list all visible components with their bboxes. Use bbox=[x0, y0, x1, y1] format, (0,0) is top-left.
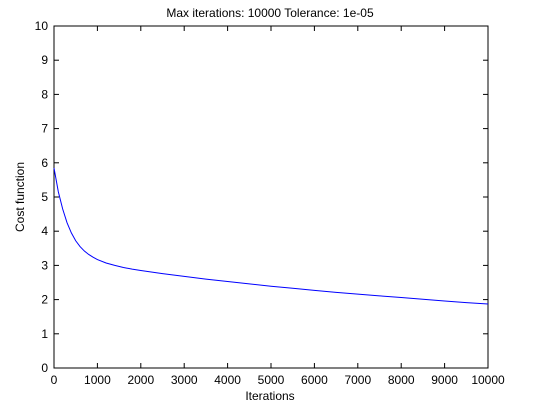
x-tick-label: 3000 bbox=[171, 373, 198, 387]
y-tick-label: 0 bbox=[41, 361, 48, 375]
y-axis-ticks: 0 1 2 3 4 5 6 7 8 9 10 bbox=[35, 19, 488, 375]
y-tick-label: 8 bbox=[41, 87, 48, 101]
y-tick-label: 3 bbox=[41, 258, 48, 272]
x-tick-label: 2000 bbox=[127, 373, 154, 387]
series-group bbox=[53, 167, 489, 305]
y-tick-label: 5 bbox=[41, 190, 48, 204]
cost-series-line bbox=[53, 167, 489, 305]
x-tick-label: 1000 bbox=[84, 373, 111, 387]
x-tick-label: 0 bbox=[51, 373, 58, 387]
x-axis-ticks: 0 1000 2000 3000 4000 5000 6000 7000 8000 9000 100… bbox=[51, 26, 505, 387]
y-tick-label: 6 bbox=[41, 156, 48, 170]
y-tick-label: 2 bbox=[41, 293, 48, 307]
x-tick-label: 7000 bbox=[344, 373, 371, 387]
x-tick-label: 9000 bbox=[431, 373, 458, 387]
x-tick-label: 4000 bbox=[214, 373, 241, 387]
x-tick-label: 10000 bbox=[471, 373, 505, 387]
y-tick-label: 1 bbox=[41, 327, 48, 341]
x-tick-label: 6000 bbox=[301, 373, 328, 387]
x-tick-label: 5000 bbox=[258, 373, 285, 387]
x-tick-label: 8000 bbox=[388, 373, 415, 387]
y-tick-label: 10 bbox=[35, 19, 49, 33]
plot-area bbox=[53, 25, 489, 369]
y-tick-label: 4 bbox=[41, 224, 48, 238]
y-tick-label: 7 bbox=[41, 122, 48, 136]
y-axis-label: Cost function bbox=[13, 162, 27, 232]
x-axis-label: Iterations bbox=[245, 389, 294, 403]
y-tick-label: 9 bbox=[41, 53, 48, 67]
chart-title: Max iterations: 10000 Tolerance: 1e-05 bbox=[166, 6, 374, 20]
